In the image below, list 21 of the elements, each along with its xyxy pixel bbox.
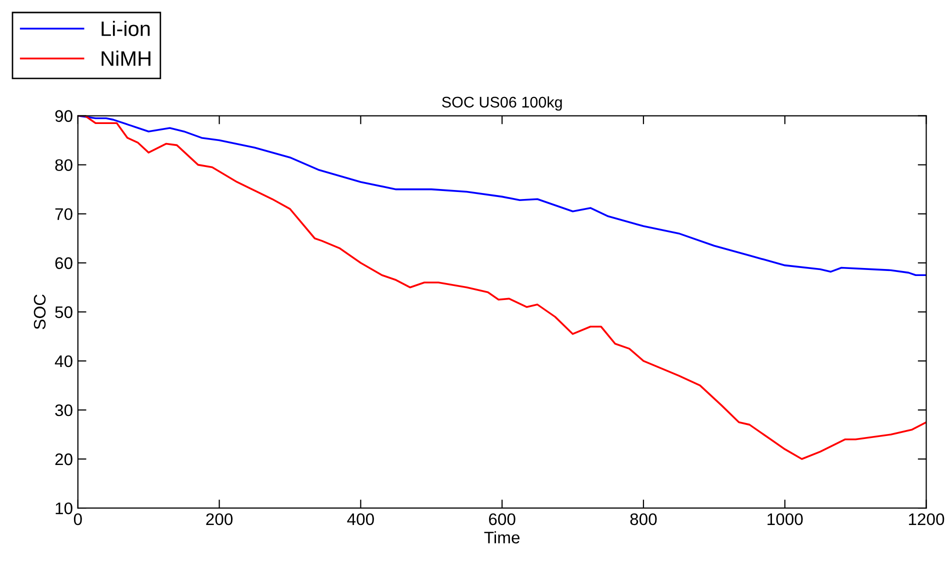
y-tick-label: 50 (55, 306, 72, 318)
y-tick-label: 10 (56, 502, 72, 514)
y-tick-label: 80 (55, 159, 72, 172)
x-tick-label: 1200 (908, 513, 944, 526)
x-tick-label: 800 (630, 513, 657, 526)
x-tick-label: 600 (489, 513, 516, 526)
x-tick-label: 400 (347, 513, 374, 526)
legend-label: Li-ion (102, 20, 150, 36)
y-tick-label: 60 (55, 257, 72, 270)
x-axis-title: Time (484, 531, 520, 544)
x-tick-label: 200 (206, 513, 233, 526)
chart-title: SOC US06 100kg (442, 96, 562, 111)
x-tick-label: 0 (74, 513, 82, 526)
y-tick-label: 20 (55, 453, 72, 466)
y-tick-label: 70 (55, 208, 72, 220)
y-tick-label: 30 (55, 404, 72, 416)
y-tick-label: 40 (54, 355, 72, 368)
x-tick-label: 1000 (768, 513, 803, 526)
legend-label: NiMH (102, 50, 150, 66)
y-tick-label: 90 (55, 110, 72, 122)
y-axis-title: SOC (34, 294, 46, 330)
